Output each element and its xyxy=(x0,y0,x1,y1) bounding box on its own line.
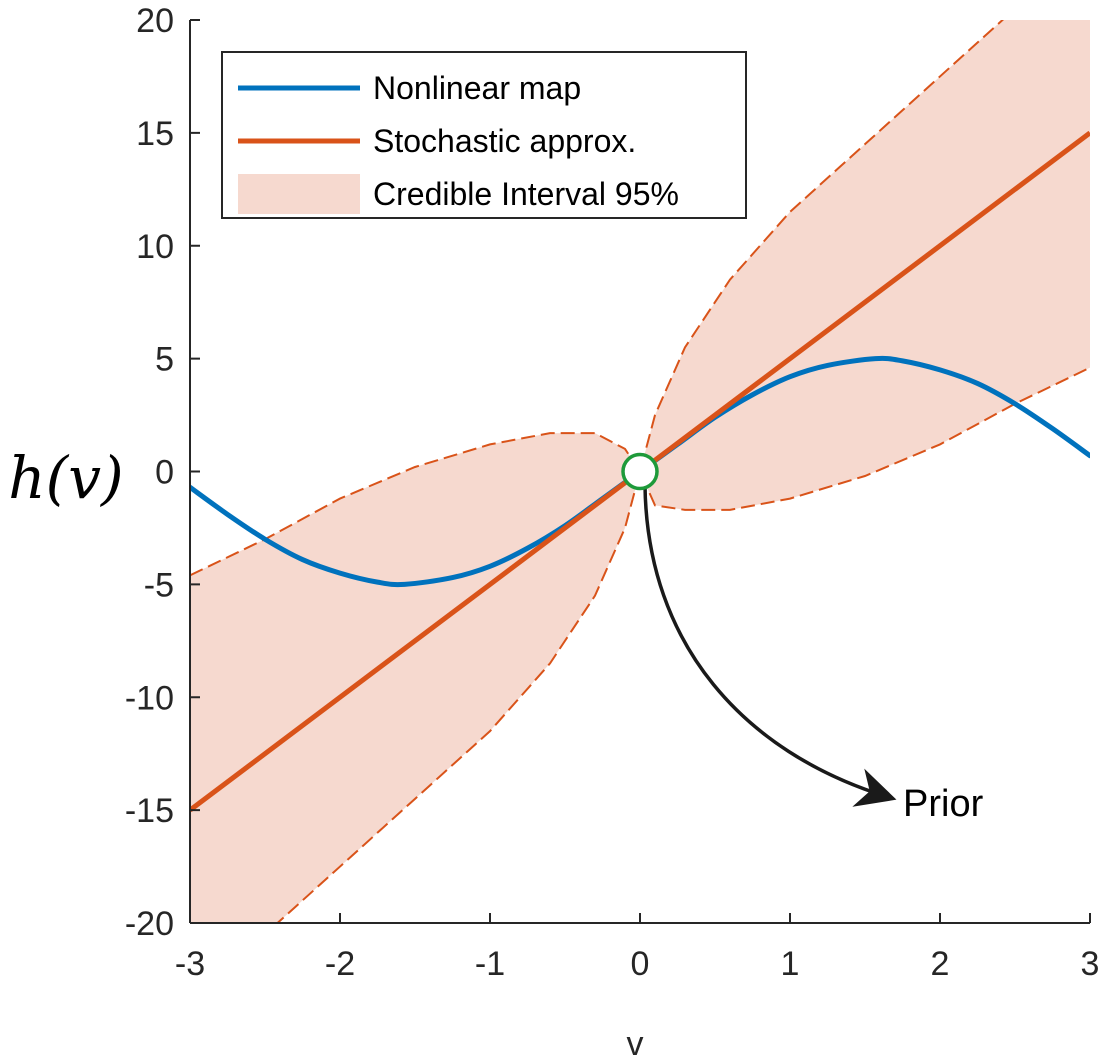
x-tick-label: 0 xyxy=(631,945,650,983)
x-tick-label: -2 xyxy=(325,945,355,983)
x-tick-label: 2 xyxy=(931,945,950,983)
legend-swatch-2 xyxy=(238,174,360,214)
legend-label-1: Stochastic approx. xyxy=(373,123,636,159)
y-tick-label: 20 xyxy=(136,2,174,40)
legend: Nonlinear map Stochastic approx. Credible … xyxy=(221,51,747,219)
y-axis-label: h(v) xyxy=(8,444,123,512)
annotation-layer: Prior xyxy=(621,452,984,825)
y-tick-label: -20 xyxy=(125,905,174,943)
y-tick-label: -5 xyxy=(144,566,174,604)
y-tick-label: -10 xyxy=(125,679,174,717)
y-tick-label: 10 xyxy=(136,228,174,266)
y-tick-label: 0 xyxy=(155,454,174,492)
x-tick-label: 1 xyxy=(781,945,800,983)
credible-interval-upper-edge xyxy=(190,20,1004,577)
y-tick-label: 15 xyxy=(136,115,174,153)
prior-marker xyxy=(621,452,659,491)
x-axis-label: v xyxy=(627,1025,644,1062)
y-tick-label: 5 xyxy=(155,341,174,379)
x-tick-label: -1 xyxy=(475,945,505,983)
prior-label: Prior xyxy=(903,783,984,825)
x-tick-label: 3 xyxy=(1081,945,1100,983)
legend-label-0: Nonlinear map xyxy=(373,70,581,106)
prior-arrow xyxy=(643,485,897,807)
y-tick-label: -15 xyxy=(125,792,174,830)
x-tick-label: -3 xyxy=(175,945,205,983)
legend-label-2: Credible Interval 95% xyxy=(373,176,679,212)
